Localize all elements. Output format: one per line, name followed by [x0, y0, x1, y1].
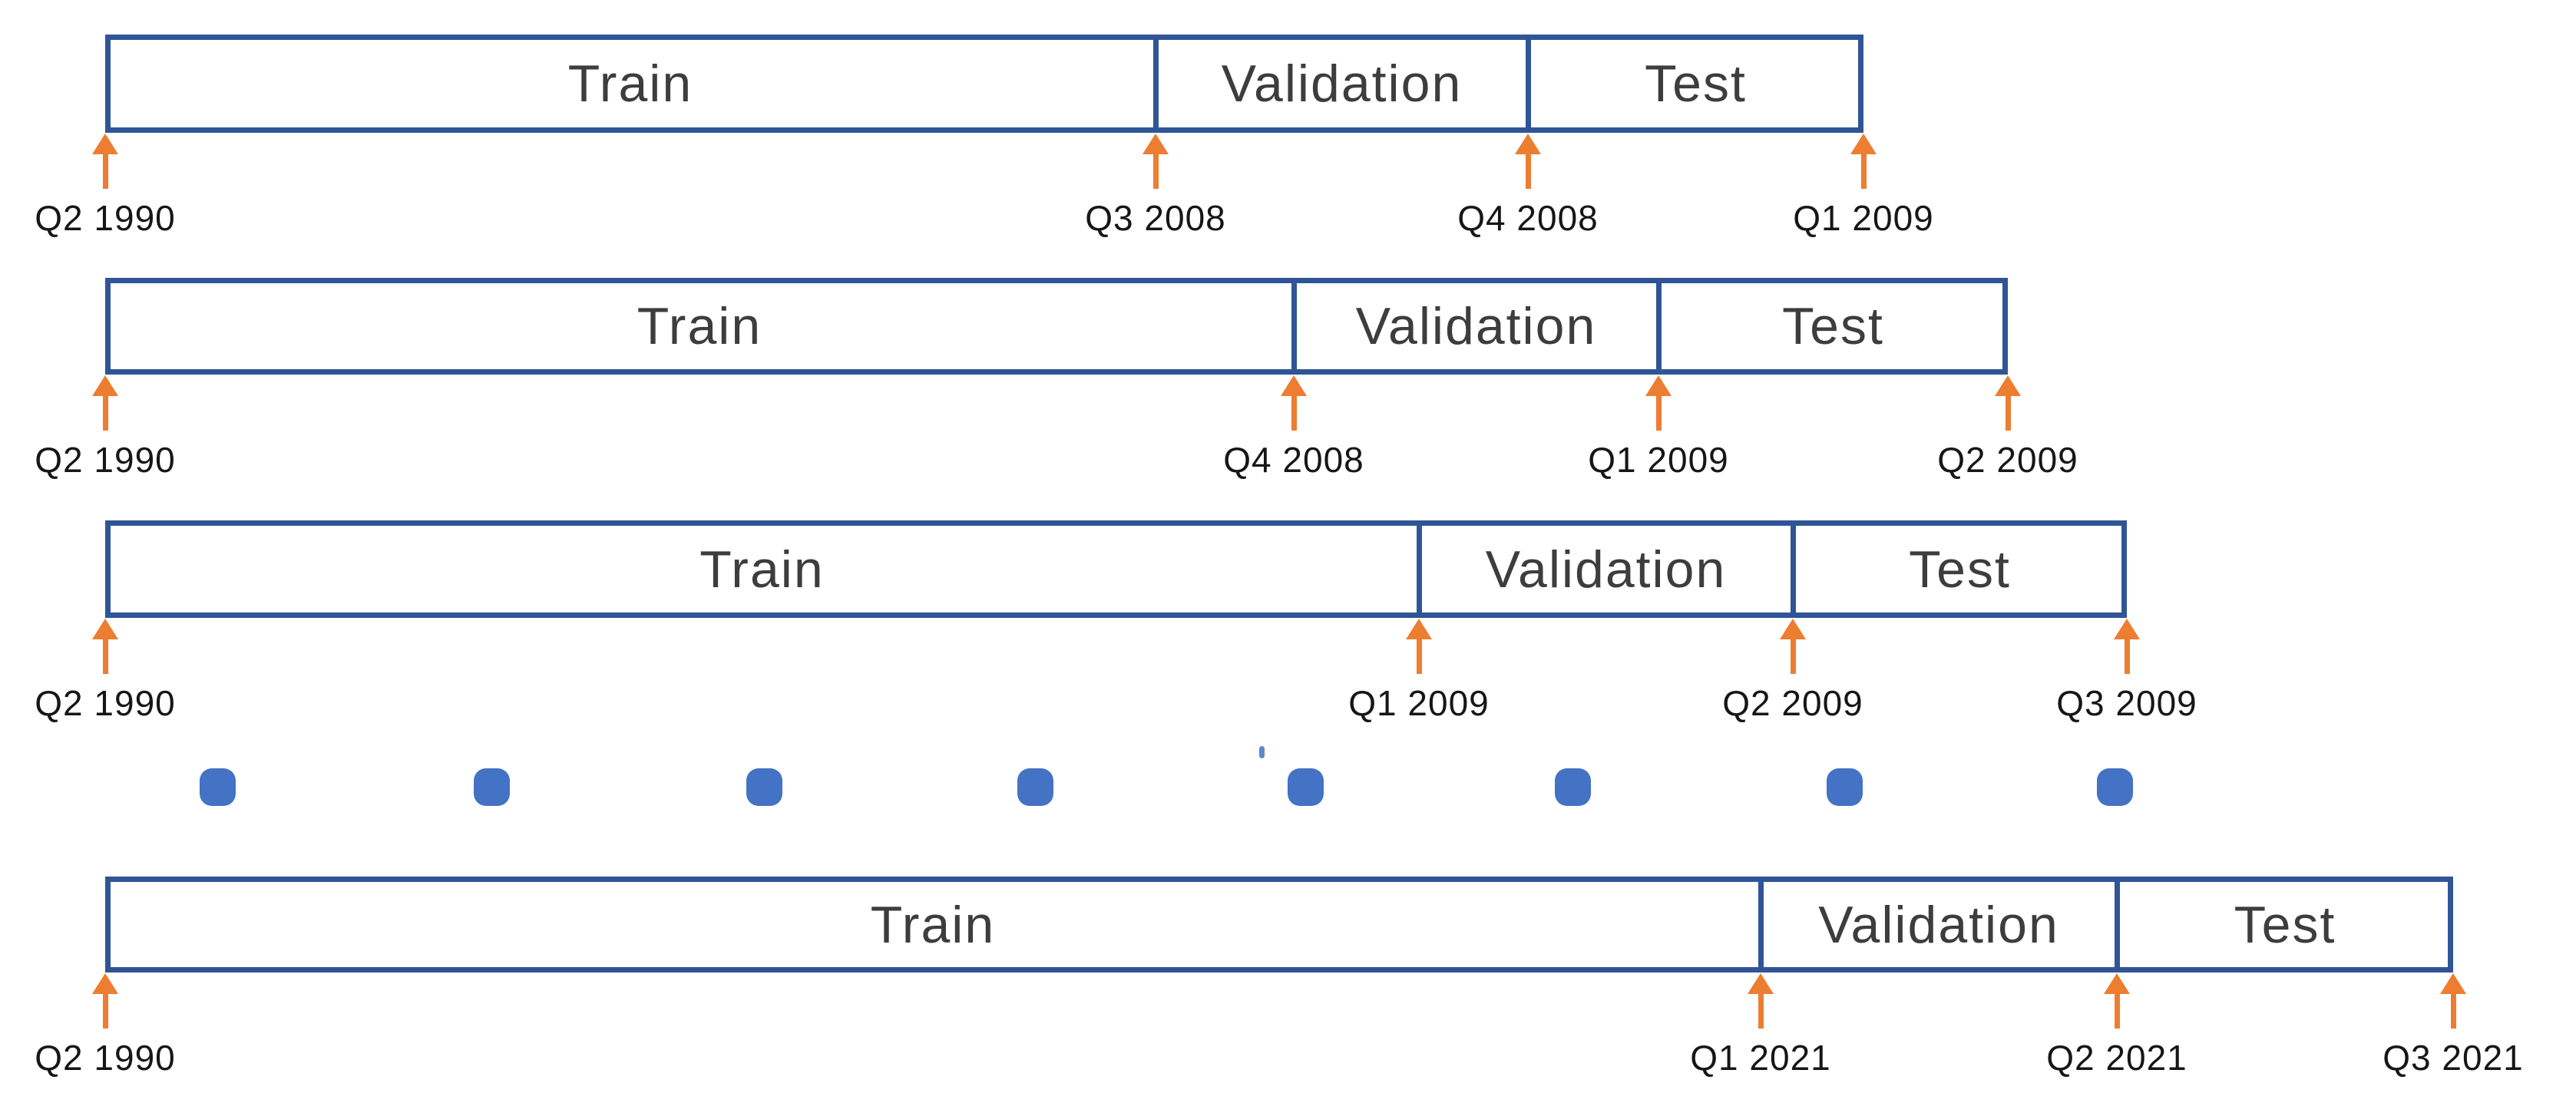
date-label: Q1 2009: [1588, 440, 1729, 480]
segment-validation: Validation: [1485, 540, 1727, 599]
up-arrow-head-icon: [92, 619, 118, 639]
segment-test: Test: [1909, 540, 2011, 599]
up-arrow-stem-icon: [102, 639, 108, 674]
split-row: Train Validation Test: [105, 278, 2008, 375]
date-label: Q4 2008: [1223, 440, 1364, 480]
up-arrow-stem-icon: [1416, 639, 1422, 674]
split-row: Train Validation Test: [105, 35, 1863, 133]
ellipsis-dot: [1287, 768, 1324, 806]
date-label: Q3 2008: [1085, 198, 1226, 238]
segment-train: Train: [637, 297, 762, 355]
date-label: Q3 2021: [2383, 1038, 2524, 1078]
up-arrow-head-icon: [1645, 375, 1672, 396]
date-label: Q2 2021: [2046, 1038, 2187, 1078]
up-arrow-icon: [2114, 619, 2140, 674]
up-arrow-stem-icon: [102, 154, 108, 189]
up-arrow-stem-icon: [102, 994, 108, 1029]
up-arrow-head-icon: [1850, 134, 1877, 154]
up-arrow-icon: [1281, 375, 1307, 431]
up-arrow-stem-icon: [1790, 639, 1796, 674]
date-label: Q2 1990: [35, 198, 176, 238]
up-arrow-icon: [1515, 134, 1541, 189]
segment-validation: Validation: [1221, 54, 1463, 113]
date-label: Q2 1990: [35, 1038, 176, 1078]
segment-divider: [1758, 882, 1764, 967]
up-arrow-icon: [1143, 134, 1169, 189]
date-label: Q4 2008: [1457, 198, 1599, 238]
up-arrow-head-icon: [92, 375, 118, 396]
up-arrow-icon: [1995, 375, 2021, 431]
up-arrow-stem-icon: [1758, 994, 1764, 1029]
up-arrow-head-icon: [1143, 134, 1169, 154]
up-arrow-stem-icon: [1525, 154, 1531, 189]
up-arrow-stem-icon: [1152, 154, 1159, 189]
up-arrow-stem-icon: [1655, 396, 1662, 431]
segment-divider: [1153, 40, 1159, 127]
split-row: Train Validation Test: [105, 520, 2127, 618]
up-arrow-stem-icon: [102, 396, 108, 431]
up-arrow-head-icon: [92, 134, 118, 154]
up-arrow-head-icon: [2104, 973, 2130, 994]
up-arrow-head-icon: [1780, 619, 1806, 639]
up-arrow-head-icon: [92, 973, 118, 994]
up-arrow-head-icon: [1281, 375, 1307, 396]
ellipsis-dot: [199, 768, 236, 806]
segment-train: Train: [699, 540, 825, 599]
ellipsis-dot: [746, 768, 782, 806]
segment-divider: [1526, 40, 1531, 127]
date-label: Q2 2009: [1722, 683, 1863, 723]
up-arrow-icon: [92, 375, 118, 431]
date-label: Q1 2021: [1690, 1038, 1831, 1078]
ellipsis-dot: [1017, 768, 1053, 806]
segment-test: Test: [1645, 54, 1747, 113]
segment-divider: [1291, 283, 1297, 369]
up-arrow-icon: [92, 973, 118, 1029]
up-arrow-head-icon: [1515, 134, 1541, 154]
up-arrow-head-icon: [1995, 375, 2021, 396]
split-row: Train Validation Test: [105, 877, 2453, 972]
speck-dot: [1259, 746, 1265, 758]
up-arrow-icon: [2104, 973, 2130, 1029]
up-arrow-stem-icon: [2124, 639, 2130, 674]
date-label: Q2 2009: [1937, 440, 2078, 480]
ellipsis-dot: [473, 768, 510, 806]
ellipsis-dot: [1826, 768, 1863, 806]
ellipsis-dot: [2096, 768, 2133, 806]
up-arrow-icon: [1850, 134, 1877, 189]
up-arrow-head-icon: [1406, 619, 1432, 639]
up-arrow-icon: [1780, 619, 1806, 674]
up-arrow-icon: [2440, 973, 2466, 1029]
segment-validation: Validation: [1355, 297, 1597, 355]
segment-test: Test: [1782, 297, 1884, 355]
date-label: Q2 1990: [35, 440, 176, 480]
up-arrow-stem-icon: [1860, 154, 1867, 189]
segment-divider: [1791, 526, 1796, 613]
up-arrow-head-icon: [2114, 619, 2140, 639]
up-arrow-stem-icon: [2005, 396, 2011, 431]
segment-test: Test: [2234, 895, 2336, 954]
date-label: Q3 2009: [2056, 683, 2197, 723]
segment-train: Train: [567, 54, 693, 113]
up-arrow-icon: [1748, 973, 1774, 1029]
up-arrow-icon: [92, 619, 118, 674]
date-label: Q1 2009: [1793, 198, 1934, 238]
up-arrow-head-icon: [1748, 973, 1774, 994]
segment-divider: [1417, 526, 1422, 613]
up-arrow-stem-icon: [1291, 396, 1297, 431]
up-arrow-head-icon: [2440, 973, 2466, 994]
date-label: Q1 2009: [1348, 683, 1490, 723]
up-arrow-icon: [1406, 619, 1432, 674]
segment-divider: [2115, 882, 2120, 967]
up-arrow-stem-icon: [2450, 994, 2456, 1029]
date-label: Q2 1990: [35, 683, 176, 723]
up-arrow-stem-icon: [2114, 994, 2120, 1029]
segment-validation: Validation: [1818, 895, 2059, 954]
segment-divider: [1656, 283, 1662, 369]
up-arrow-icon: [92, 134, 118, 189]
ellipsis-dot: [1554, 768, 1591, 806]
up-arrow-icon: [1645, 375, 1672, 431]
segment-train: Train: [870, 895, 996, 954]
